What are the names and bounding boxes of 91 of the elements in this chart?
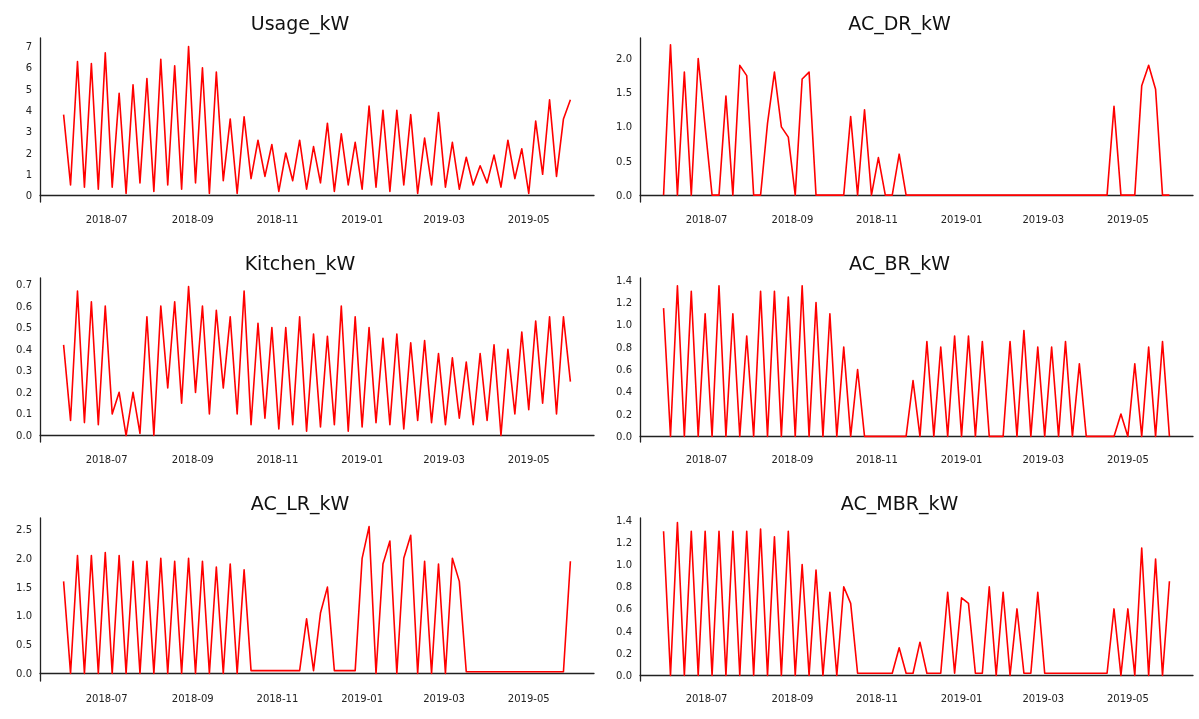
y-tick-label: 0.6: [616, 603, 632, 615]
y-tick-label: 3: [25, 126, 32, 138]
chart-title: Kitchen_kW: [244, 251, 356, 275]
x-tick-label: 2019-01: [341, 692, 384, 704]
y-tick-label: 1.2: [616, 536, 632, 548]
x-tick-label: 2019-05: [1106, 692, 1149, 704]
x-tick-label: 2019-03: [1022, 453, 1065, 465]
y-tick-label: 0.5: [616, 155, 632, 167]
x-tick-label: 2018-11: [256, 692, 299, 704]
x-tick-label: 2018-09: [171, 453, 214, 465]
x-tick-label: 2019-01: [940, 692, 983, 704]
y-tick-label: 2.5: [16, 524, 32, 536]
x-tick-label: 2018-11: [856, 213, 898, 225]
x-tick-label: 2019-03: [423, 692, 465, 704]
y-tick-label: 1: [25, 168, 32, 180]
line-series: [62, 285, 572, 437]
x-tick-label: 2019-05: [507, 692, 550, 704]
y-tick-label: 0.2: [16, 386, 32, 398]
y-tick-label: 1.5: [16, 581, 32, 593]
y-tick-label: 1.0: [616, 559, 632, 571]
y-tick-label: 0.2: [616, 647, 632, 659]
y-tick-label: 1.2: [616, 297, 632, 309]
y-tick-label: 0: [25, 190, 32, 202]
y-tick-label: 1.0: [16, 610, 32, 622]
x-tick-label: 2019-01: [341, 213, 384, 225]
y-tick-label: 1.0: [616, 319, 632, 331]
x-tick-label: 2018-09: [771, 692, 814, 704]
y-tick-label: 1.0: [616, 121, 632, 133]
x-tick-label: 2018-09: [171, 213, 214, 225]
chart-title: AC_BR_kW: [849, 251, 951, 275]
y-tick-label: 0.2: [616, 408, 632, 420]
x-tick-label: 2018-07: [85, 692, 128, 704]
y-tick-label: 0.6: [616, 363, 632, 375]
y-tick-label: 0.0: [616, 189, 632, 201]
y-tick-label: 0.0: [616, 430, 632, 442]
y-tick-label: 0.0: [16, 668, 32, 680]
x-tick-label: 2019-05: [507, 453, 550, 465]
x-tick-label: 2018-07: [685, 213, 728, 225]
x-tick-label: 2019-03: [1022, 692, 1065, 704]
y-tick-label: 6: [25, 62, 32, 74]
x-tick-label: 2018-09: [771, 213, 814, 225]
x-tick-label: 2019-01: [940, 213, 983, 225]
x-tick-label: 2018-11: [856, 453, 898, 465]
chart-title: AC_MBR_kW: [840, 491, 959, 515]
y-tick-label: 0.5: [16, 639, 32, 651]
x-tick-label: 2019-03: [423, 213, 465, 225]
y-tick-label: 0.1: [16, 408, 32, 420]
y-tick-label: 2: [25, 147, 32, 159]
x-tick-label: 2018-07: [685, 453, 728, 465]
chart-title: Usage_kW: [250, 11, 350, 35]
y-tick-label: 2.0: [616, 53, 632, 64]
line-series: [662, 44, 1171, 196]
x-tick-label: 2018-11: [256, 213, 299, 225]
y-tick-label: 0.8: [616, 581, 632, 593]
y-tick-label: 4: [25, 104, 32, 116]
x-tick-label: 2018-09: [171, 692, 214, 704]
line-series: [62, 525, 572, 675]
chart-title: AC_DR_kW: [848, 11, 951, 35]
y-tick-label: 0.7: [16, 278, 32, 290]
y-tick-label: 5: [25, 83, 32, 95]
line-series: [62, 45, 572, 195]
y-tick-label: 0.5: [16, 322, 32, 334]
x-tick-label: 2018-07: [85, 453, 128, 465]
y-tick-label: 0.0: [16, 430, 32, 442]
y-tick-label: 0.4: [616, 386, 632, 398]
y-tick-label: 1.4: [616, 514, 632, 526]
x-tick-label: 2018-07: [85, 213, 128, 225]
y-tick-label: 0.4: [616, 625, 632, 637]
y-tick-label: 0.4: [16, 343, 32, 355]
y-tick-label: 0.6: [16, 300, 32, 312]
x-tick-label: 2018-11: [856, 692, 898, 704]
y-tick-label: 0.8: [616, 341, 632, 353]
x-tick-label: 2018-09: [771, 453, 814, 465]
x-tick-label: 2018-11: [256, 453, 299, 465]
y-tick-label: 0.3: [16, 365, 32, 377]
y-tick-label: 2.0: [16, 552, 32, 564]
x-tick-label: 2019-01: [940, 453, 983, 465]
x-tick-label: 2018-07: [685, 692, 728, 704]
y-tick-label: 1.5: [616, 87, 632, 99]
x-tick-label: 2019-03: [1022, 213, 1065, 225]
x-tick-label: 2019-05: [1106, 213, 1149, 225]
y-tick-label: 0.0: [616, 669, 632, 681]
y-tick-label: 1.4: [616, 274, 632, 286]
x-tick-label: 2019-03: [423, 453, 465, 465]
x-tick-label: 2019-05: [1106, 453, 1149, 465]
x-tick-label: 2019-01: [341, 453, 384, 465]
line-series: [662, 285, 1171, 438]
chart-title: AC_LR_kW: [250, 491, 350, 515]
line-series: [662, 521, 1171, 677]
x-tick-label: 2019-05: [507, 213, 550, 225]
y-tick-label: 7: [25, 41, 32, 53]
